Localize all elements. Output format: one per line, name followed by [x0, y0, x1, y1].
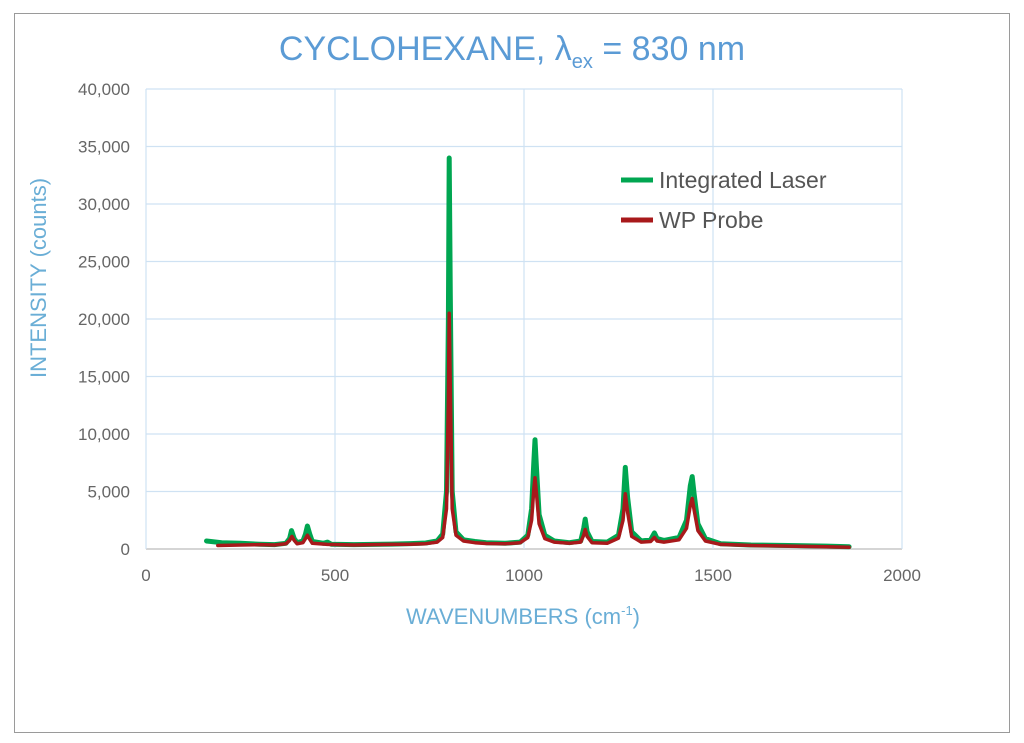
title-prefix: CYCLOHEXANE,	[279, 30, 555, 68]
chart-frame: CYCLOHEXANE, λex = 830 nm 0 5,000 10,000 15…	[14, 13, 1010, 733]
y-tick-label: 5,000	[87, 483, 130, 502]
x-tick-label: 1000	[505, 566, 543, 585]
tick-labels: 0 5,000 10,000 15,000 20,000 25,000 30,000 35,0…	[78, 80, 921, 585]
x-axis-label-sup: -1	[621, 603, 633, 618]
gridlines	[145, 88, 903, 550]
legend-label-integrated-laser: Integrated Laser	[659, 167, 827, 193]
x-axis-label: WAVENUMBERS (cm-1)	[406, 603, 640, 629]
y-tick-label: 35,000	[78, 138, 130, 157]
x-tick-label: 0	[141, 566, 150, 585]
y-tick-label: 30,000	[78, 195, 130, 214]
y-tick-label: 10,000	[78, 425, 130, 444]
y-tick-label: 20,000	[78, 310, 130, 329]
x-tick-label: 1500	[694, 566, 732, 585]
x-tick-label: 2000	[883, 566, 921, 585]
x-axis-label-main: WAVENUMBERS (cm	[406, 604, 621, 629]
y-tick-label: 15,000	[78, 368, 130, 387]
title-lambda: λ	[555, 30, 572, 68]
x-tick-label: 500	[321, 566, 349, 585]
legend-label-wp-probe: WP Probe	[659, 207, 763, 233]
legend: Integrated Laser WP Probe	[621, 167, 827, 233]
x-axis-label-end: )	[633, 604, 640, 629]
y-tick-label: 25,000	[78, 253, 130, 272]
y-tick-label: 0	[121, 540, 130, 559]
series-lines	[204, 155, 852, 550]
spectrum-chart: CYCLOHEXANE, λex = 830 nm 0 5,000 10,000 15…	[26, 30, 921, 629]
y-tick-label: 40,000	[78, 80, 130, 99]
chart-title: CYCLOHEXANE, λex = 830 nm	[279, 30, 745, 73]
title-subscript: ex	[572, 51, 593, 73]
y-axis-label: INTENSITY (counts)	[26, 178, 51, 378]
series-line-wp-probe	[216, 311, 851, 550]
title-suffix: = 830 nm	[593, 30, 745, 68]
